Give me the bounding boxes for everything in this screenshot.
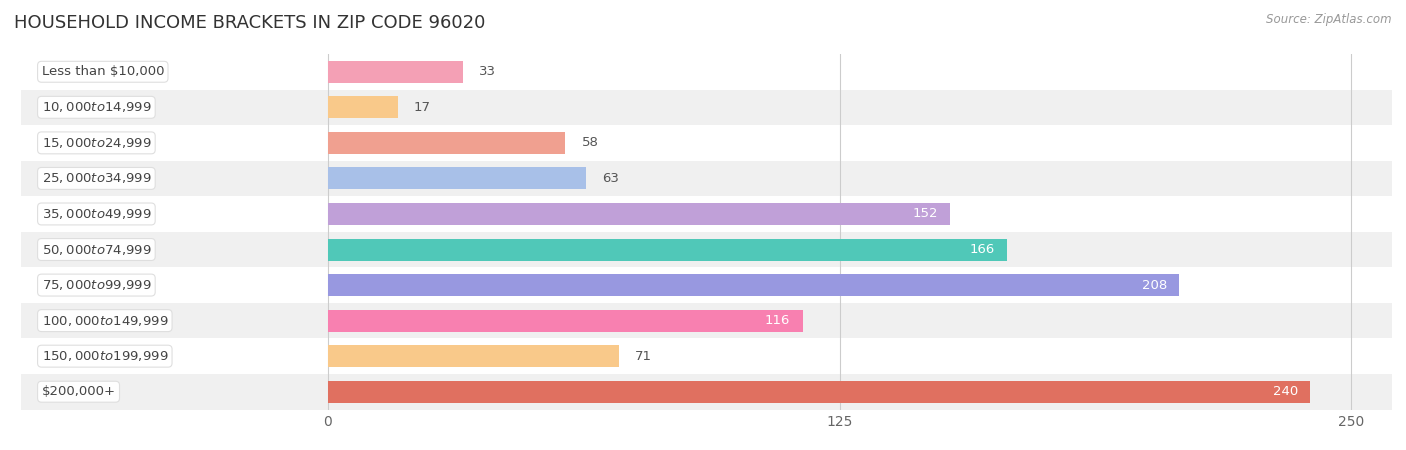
- Bar: [21, 267, 1392, 303]
- Text: $50,000 to $74,999: $50,000 to $74,999: [42, 243, 152, 256]
- Bar: [21, 374, 1392, 410]
- Text: $75,000 to $99,999: $75,000 to $99,999: [42, 278, 152, 292]
- Text: 63: 63: [602, 172, 619, 185]
- Bar: [328, 61, 463, 83]
- Bar: [21, 54, 1392, 90]
- Bar: [328, 381, 1310, 403]
- Bar: [21, 303, 1392, 338]
- Text: 240: 240: [1272, 385, 1298, 398]
- Text: $10,000 to $14,999: $10,000 to $14,999: [42, 100, 152, 114]
- Text: 58: 58: [582, 136, 599, 149]
- Bar: [328, 274, 1180, 296]
- Bar: [328, 238, 1007, 261]
- Bar: [328, 274, 1180, 296]
- Bar: [21, 232, 1392, 267]
- Text: $25,000 to $34,999: $25,000 to $34,999: [42, 171, 152, 185]
- Bar: [328, 310, 803, 332]
- Bar: [328, 310, 803, 332]
- Bar: [21, 196, 1392, 232]
- Bar: [328, 132, 565, 154]
- Bar: [21, 90, 1392, 125]
- Bar: [328, 203, 950, 225]
- Bar: [21, 161, 1392, 196]
- Text: $15,000 to $24,999: $15,000 to $24,999: [42, 136, 152, 150]
- Text: Source: ZipAtlas.com: Source: ZipAtlas.com: [1267, 14, 1392, 27]
- Bar: [328, 345, 619, 367]
- Text: $200,000+: $200,000+: [42, 385, 115, 398]
- Bar: [328, 167, 586, 189]
- Bar: [328, 238, 1007, 261]
- Text: $150,000 to $199,999: $150,000 to $199,999: [42, 349, 169, 363]
- Text: 116: 116: [765, 314, 790, 327]
- Bar: [21, 338, 1392, 374]
- Text: $100,000 to $149,999: $100,000 to $149,999: [42, 314, 169, 328]
- Bar: [328, 132, 565, 154]
- Bar: [328, 96, 398, 118]
- Bar: [328, 167, 586, 189]
- Text: HOUSEHOLD INCOME BRACKETS IN ZIP CODE 96020: HOUSEHOLD INCOME BRACKETS IN ZIP CODE 96…: [14, 14, 485, 32]
- Text: $35,000 to $49,999: $35,000 to $49,999: [42, 207, 152, 221]
- Bar: [328, 96, 398, 118]
- Text: 33: 33: [479, 65, 496, 78]
- Text: 17: 17: [413, 101, 430, 114]
- Text: Less than $10,000: Less than $10,000: [42, 65, 165, 78]
- Text: 208: 208: [1142, 279, 1167, 292]
- Bar: [328, 61, 463, 83]
- Text: 166: 166: [970, 243, 995, 256]
- Bar: [328, 203, 950, 225]
- Text: 71: 71: [636, 350, 652, 363]
- Text: 152: 152: [912, 207, 938, 220]
- Bar: [328, 381, 1310, 403]
- Bar: [21, 125, 1392, 161]
- Bar: [328, 345, 619, 367]
